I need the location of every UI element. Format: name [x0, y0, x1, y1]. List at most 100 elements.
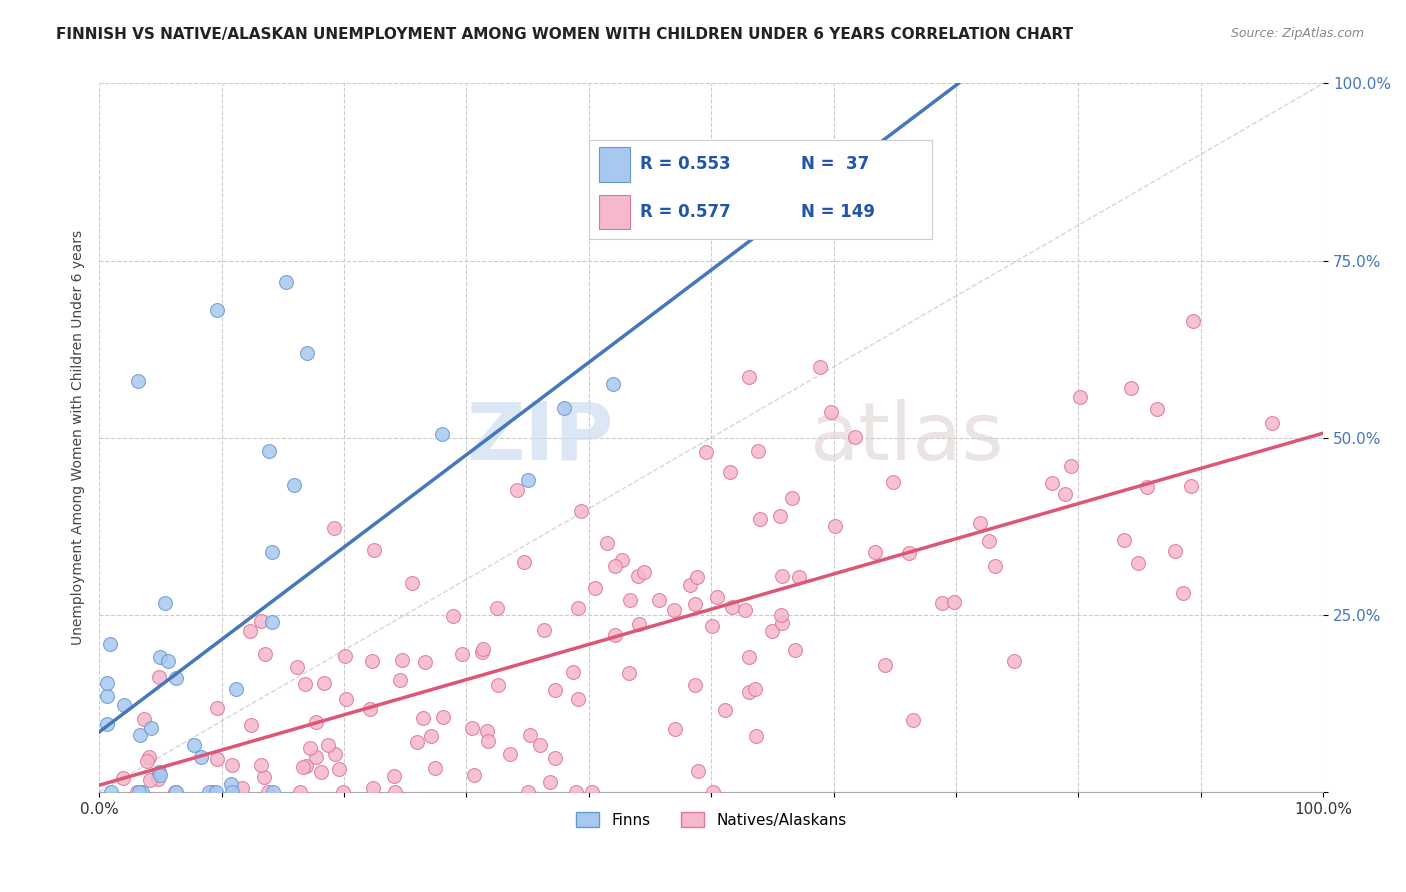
Point	[253, 770, 276, 784]
Point	[785, 642, 807, 657]
Point	[844, 430, 866, 444]
Point	[332, 785, 354, 799]
Point	[135, 754, 157, 768]
Point	[305, 714, 328, 729]
Point	[165, 671, 187, 685]
Point	[734, 603, 756, 617]
Point	[603, 628, 626, 642]
Point	[553, 401, 575, 416]
Point	[1173, 586, 1195, 600]
Point	[627, 569, 650, 583]
Point	[283, 478, 305, 492]
Point	[276, 275, 298, 289]
Point	[198, 785, 221, 799]
Point	[157, 654, 180, 668]
Point	[361, 654, 384, 668]
Point	[498, 747, 520, 762]
Point	[745, 729, 768, 743]
Point	[204, 785, 226, 799]
Point	[139, 721, 162, 735]
Point	[718, 465, 741, 479]
Point	[256, 785, 278, 799]
Point	[323, 521, 346, 535]
Point	[769, 509, 792, 524]
Point	[441, 608, 464, 623]
Point	[538, 775, 561, 789]
Point	[1261, 417, 1284, 431]
Point	[1164, 544, 1187, 558]
Point	[824, 518, 846, 533]
Point	[384, 785, 406, 799]
Point	[138, 772, 160, 787]
Point	[190, 750, 212, 764]
Point	[1181, 314, 1204, 328]
Point	[285, 660, 308, 674]
Point	[432, 710, 454, 724]
Point	[309, 764, 332, 779]
Point	[506, 483, 529, 497]
Point	[262, 785, 284, 799]
Point	[583, 582, 606, 596]
Point	[713, 702, 735, 716]
Point	[983, 558, 1005, 573]
Point	[820, 405, 842, 419]
Point	[569, 504, 592, 518]
Point	[412, 711, 434, 725]
Point	[533, 623, 555, 637]
Point	[127, 785, 149, 799]
Point	[562, 665, 585, 680]
Point	[148, 764, 170, 779]
Point	[686, 764, 709, 778]
Point	[323, 747, 346, 761]
Point	[240, 718, 263, 732]
Point	[132, 712, 155, 726]
Point	[463, 768, 485, 782]
Point	[738, 370, 761, 384]
Point	[603, 559, 626, 574]
Point	[612, 553, 634, 567]
Point	[628, 617, 651, 632]
Point	[361, 780, 384, 795]
Point	[112, 698, 135, 713]
Point	[205, 303, 228, 318]
Point	[461, 722, 484, 736]
Point	[249, 614, 271, 628]
Point	[664, 722, 686, 736]
Point	[149, 649, 172, 664]
Point	[472, 641, 495, 656]
Point	[129, 728, 152, 742]
Point	[96, 675, 118, 690]
Point	[706, 590, 728, 604]
Point	[257, 444, 280, 458]
Point	[1180, 479, 1202, 493]
Point	[288, 785, 311, 799]
Point	[318, 738, 340, 752]
Point	[808, 359, 831, 374]
Point	[359, 702, 381, 716]
Point	[183, 738, 205, 752]
Point	[295, 345, 318, 359]
Point	[863, 545, 886, 559]
Point	[567, 600, 589, 615]
Point	[1114, 533, 1136, 547]
Text: FINNISH VS NATIVE/ALASKAN UNEMPLOYMENT AMONG WOMEN WITH CHILDREN UNDER 6 YEARS C: FINNISH VS NATIVE/ALASKAN UNEMPLOYMENT A…	[56, 27, 1073, 42]
Point	[430, 427, 453, 442]
Point	[969, 516, 991, 530]
Point	[450, 647, 472, 661]
Point	[648, 592, 671, 607]
Point	[761, 624, 783, 638]
Point	[898, 546, 921, 560]
Point	[205, 701, 228, 715]
Point	[477, 734, 499, 748]
Point	[516, 473, 538, 487]
Point	[138, 750, 160, 764]
Point	[517, 785, 540, 799]
Point	[695, 445, 717, 459]
Point	[149, 768, 172, 782]
Point	[770, 568, 793, 582]
Point	[391, 653, 413, 667]
Point	[475, 723, 498, 738]
Point	[519, 728, 541, 742]
Point	[679, 578, 702, 592]
Point	[262, 545, 284, 559]
